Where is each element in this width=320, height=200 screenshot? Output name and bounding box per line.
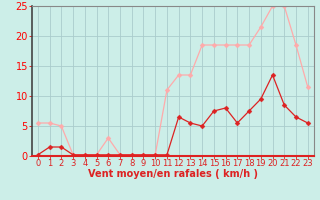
- X-axis label: Vent moyen/en rafales ( km/h ): Vent moyen/en rafales ( km/h ): [88, 169, 258, 179]
